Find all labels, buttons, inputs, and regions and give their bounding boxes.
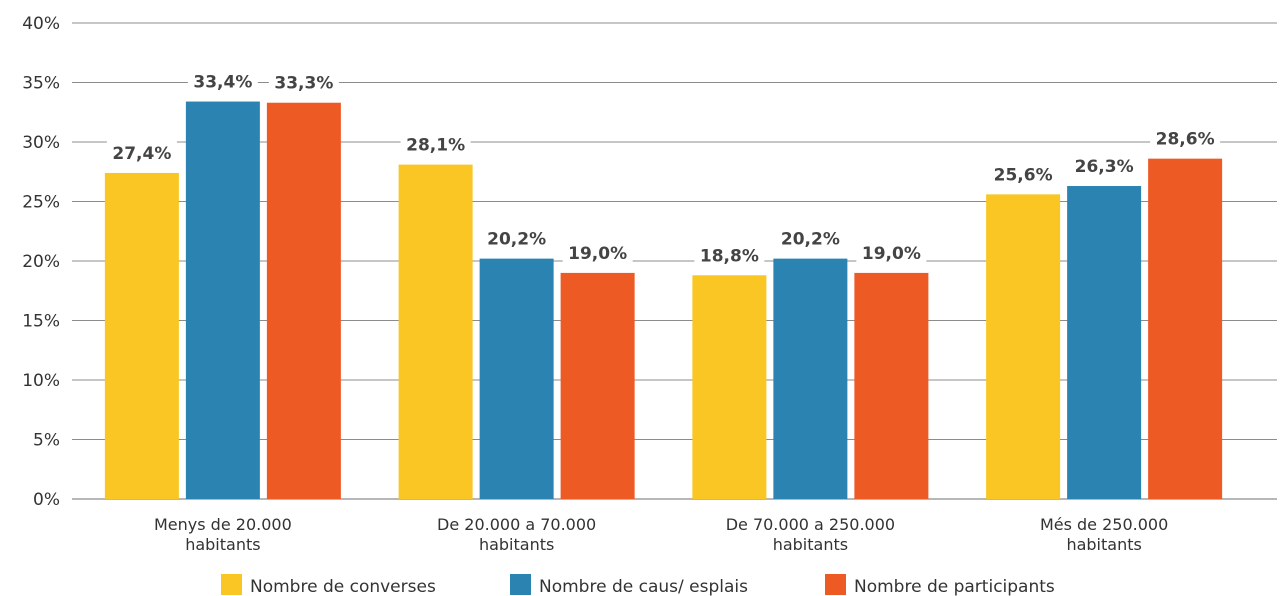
data-label: 20,2% (487, 230, 546, 250)
data-label: 20,2% (781, 230, 840, 250)
data-label-bg (1150, 124, 1221, 151)
legend-swatch (510, 574, 531, 595)
bars (104, 101, 1223, 500)
category-label: habitants (773, 535, 848, 554)
y-tick-label: 5% (33, 431, 60, 451)
legend-swatch (221, 574, 242, 595)
y-tick-label: 10% (22, 371, 60, 391)
y-tick-label: 30% (22, 133, 60, 153)
y-tick-label: 20% (22, 252, 60, 272)
data-label: 19,0% (568, 244, 627, 264)
y-tick-label: 40% (22, 14, 60, 34)
data-label: 27,4% (112, 144, 171, 164)
category-label: De 70.000 a 250.000 (726, 515, 895, 534)
legend-label: Nombre de participants (854, 577, 1055, 596)
y-tick-label: 15% (22, 312, 60, 332)
data-label-bg (481, 224, 552, 251)
bar (104, 172, 179, 499)
y-tick-label: 0% (33, 490, 60, 510)
category-label: habitants (479, 535, 554, 554)
category-label: Més de 250.000 (1040, 515, 1168, 534)
data-labels: 27,4% 33,4% 33,3% 28,1% 20,2% 19,0% 18,8% 20,2%… (106, 67, 1221, 268)
data-label: 19,0% (862, 244, 921, 264)
y-tick-label: 35% (22, 74, 60, 94)
category-label: De 20.000 a 70.000 (437, 515, 596, 534)
legend-label: Nombre de caus/ esplais (539, 577, 748, 596)
data-label-bg (694, 241, 765, 268)
data-label: 33,3% (274, 74, 333, 94)
y-axis-ticks: 0% 5% 10% 15% 20% 25% 30% 35% 40% (22, 14, 60, 510)
bar (1067, 186, 1142, 499)
bar (479, 258, 554, 499)
legend: Nombre de converses Nombre de caus/ espla… (221, 574, 1055, 596)
bar (692, 275, 767, 499)
legend-swatch (825, 574, 846, 595)
bar (398, 164, 473, 500)
bar (773, 258, 848, 499)
bar (854, 272, 929, 499)
data-label-bg (106, 138, 177, 165)
data-label: 25,6% (994, 165, 1053, 185)
y-tick-label: 25% (22, 193, 60, 213)
data-label-bg (400, 130, 471, 157)
data-label: 28,6% (1156, 130, 1215, 150)
data-label-bg (1069, 152, 1140, 179)
data-label-bg (775, 224, 846, 251)
bar (560, 272, 635, 499)
data-label-bg (562, 238, 633, 265)
data-label-bg (988, 160, 1059, 187)
bar (986, 194, 1061, 500)
data-label: 26,3% (1075, 157, 1134, 177)
data-label: 28,1% (406, 136, 465, 156)
data-label: 33,4% (193, 73, 252, 93)
bar (266, 102, 341, 499)
data-label: 18,8% (700, 246, 759, 266)
data-label-bg (268, 68, 339, 95)
bar (185, 101, 260, 499)
category-label: Menys de 20.000 (154, 515, 292, 534)
data-label-bg (187, 67, 258, 94)
category-label: habitants (1066, 535, 1141, 554)
category-label: habitants (185, 535, 260, 554)
legend-label: Nombre de converses (250, 577, 436, 596)
data-label-bg (856, 238, 927, 265)
bar (1148, 158, 1223, 499)
